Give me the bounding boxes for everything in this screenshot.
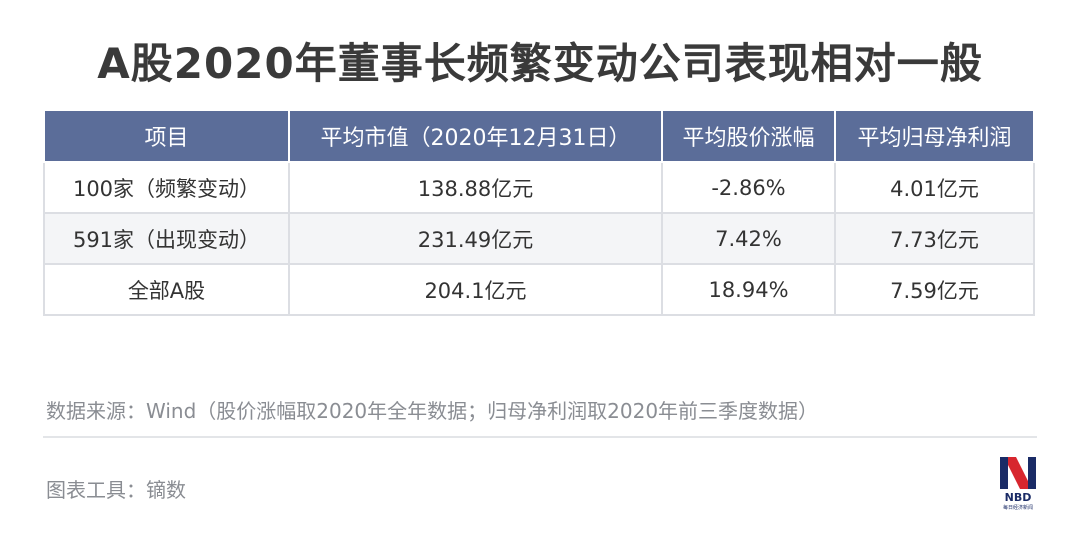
table-cell: 18.94% [661, 263, 836, 316]
header-price-change: 平均股价涨幅 [661, 109, 836, 163]
table-row: 591家（出现变动） 231.49亿元 7.42% 7.73亿元 [43, 212, 1035, 265]
table-row: 100家（频繁变动） 138.88亿元 -2.86% 4.01亿元 [43, 161, 1035, 214]
data-source-note: 数据来源：Wind（股价涨幅取2020年全年数据；归母净利润取2020年前三季度… [46, 399, 819, 423]
logo-subtext: 每日经济新闻 [1002, 505, 1033, 511]
page-title: A股2020年董事长频繁变动公司表现相对一般 [97, 39, 983, 88]
logo-text: NBD [1004, 491, 1032, 504]
table-header-row: 项目 平均市值（2020年12月31日） 平均股价涨幅 平均归母净利润 [43, 109, 1035, 163]
table-cell: -2.86% [661, 161, 836, 214]
table-cell: 7.42% [661, 212, 836, 265]
table-cell: 全部A股 [43, 263, 290, 316]
table-cell: 7.73亿元 [834, 212, 1035, 265]
table-cell: 138.88亿元 [288, 161, 663, 214]
chart-tool-note: 图表工具：镝数 [46, 478, 186, 502]
data-table: 项目 平均市值（2020年12月31日） 平均股价涨幅 平均归母净利润 100家… [43, 109, 1035, 316]
nbd-logo-icon [1000, 457, 1036, 489]
table-cell: 7.59亿元 [834, 263, 1035, 316]
divider [43, 436, 1037, 438]
table-cell: 231.49亿元 [288, 212, 663, 265]
table-row: 全部A股 204.1亿元 18.94% 7.59亿元 [43, 263, 1035, 316]
table-cell: 100家（频繁变动） [43, 161, 290, 214]
header-item: 项目 [43, 109, 290, 163]
header-net-profit: 平均归母净利润 [834, 109, 1035, 163]
table-cell: 4.01亿元 [834, 161, 1035, 214]
header-market-cap: 平均市值（2020年12月31日） [288, 109, 663, 163]
table-cell: 204.1亿元 [288, 263, 663, 316]
table-cell: 591家（出现变动） [43, 212, 290, 265]
